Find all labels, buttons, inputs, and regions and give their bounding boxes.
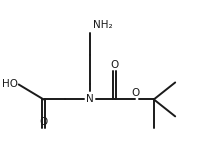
Text: NH₂: NH₂ (93, 20, 113, 30)
Text: HO: HO (2, 80, 18, 89)
Text: N: N (86, 94, 94, 104)
Text: O: O (39, 117, 48, 127)
Text: O: O (131, 88, 139, 98)
Text: O: O (111, 60, 119, 70)
